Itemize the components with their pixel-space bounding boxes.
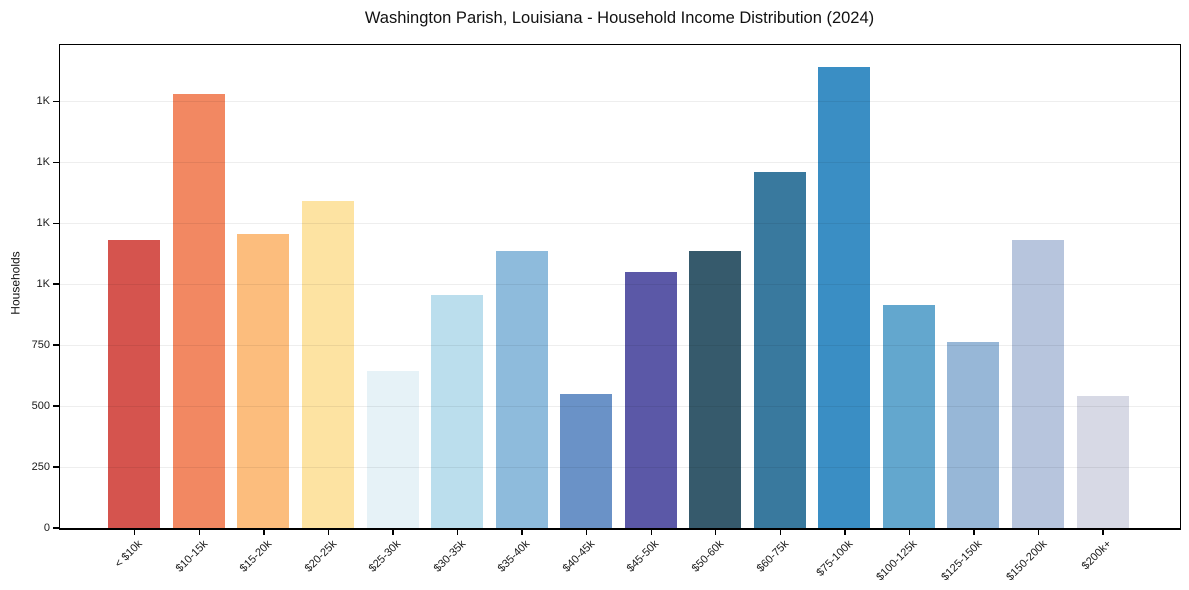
x-tick-label-$60-75k: $60-75k [754,538,791,575]
x-tick-mark-$15-20k [263,530,265,535]
y-tick-mark-1000 [53,283,59,285]
x-tick-mark-< $10k [134,530,136,535]
x-tick-label-$75-100k: $75-100k [814,538,856,579]
y-tick-mark-0 [53,527,59,529]
y-tick-mark-250 [53,466,59,468]
x-tick-label-$15-20k: $15-20k [237,538,275,575]
bar-$60-75k [753,172,806,528]
x-tick-mark-$50-60k [715,530,717,535]
bar-$30-35k [431,295,484,528]
y-tick-mark-750 [53,344,59,346]
plot-area [59,44,1181,530]
bar-$20-25k [301,201,354,528]
x-tick-label-$10-15k: $10-15k [173,538,210,575]
bar-$15-20k [237,234,290,528]
y-tick-mark-1500 [53,161,59,163]
y-tick-label-1000: 1K [36,278,50,291]
chart-title: Washington Parish, Louisiana - Household… [364,9,875,27]
bar-$40-45k [560,394,613,528]
y-tick-mark-1750 [53,100,59,102]
y-tick-label-250: 250 [31,461,50,474]
y-tick-mark-1250 [53,222,59,224]
x-tick-label-$20-25k: $20-25k [302,538,339,575]
x-tick-mark-$45-50k [650,530,652,535]
x-tick-mark-$125-150k [973,530,975,535]
x-tick-label-$45-50k: $45-50k [625,538,662,575]
gridline-500 [60,405,1180,407]
bar-$35-40k [495,251,548,528]
bar-$125-150k [947,342,1000,528]
x-tick-mark-$40-45k [585,530,588,535]
bar-$100-125k [882,304,935,528]
y-tick-label-750: 750 [31,339,50,352]
x-tick-mark-$10-15k [198,530,201,535]
y-tick-label-1750: 1K [36,95,50,108]
bar-$25-30k [366,370,419,528]
x-tick-label-$40-45k: $40-45k [560,538,598,575]
x-tick-label-$35-40k: $35-40k [495,538,533,575]
bar-$150-200k [1012,240,1064,528]
x-tick-mark-$60-75k [779,530,781,535]
x-tick-mark-$200k+ [1102,530,1104,535]
x-tick-label-$25-30k: $25-30k [366,538,404,575]
x-tick-mark-$30-35k [456,530,459,535]
x-tick-mark-$100-125k [908,530,911,535]
x-tick-label-$200k+: $200k+ [1079,538,1114,573]
gridline-750 [60,344,1180,346]
bar-$200k+ [1076,396,1129,528]
x-tick-mark-$20-25k [327,530,330,535]
y-tick-label-0: 0 [43,522,50,534]
y-tick-mark-500 [53,405,59,407]
x-tick-mark-$25-30k [392,530,394,535]
gridline-250 [60,466,1180,468]
y-tick-label-1250: 1K [36,217,50,230]
x-tick-mark-$150-200k [1037,530,1040,535]
bar-$45-50k [624,271,677,528]
x-tick-label-< $10k: < $10k [113,538,146,571]
y-tick-label-1500: 1K [36,156,50,169]
gridline-1000 [60,283,1180,285]
bar-$75-100k [818,67,871,528]
gridline-1750 [60,100,1180,102]
gridline-1500 [60,161,1180,163]
x-tick-mark-$35-40k [521,530,523,535]
y-tick-label-500: 500 [31,400,50,413]
x-tick-label-$125-150k: $125-150k [939,538,985,584]
gridline-1250 [60,222,1180,224]
bar-$10-15k [172,94,225,528]
bar-< $10k [108,240,161,528]
x-tick-mark-$75-100k [844,530,846,535]
x-tick-label-$50-60k: $50-60k [689,538,727,575]
x-tick-label-$150-200k: $150-200k [1003,538,1049,584]
x-tick-label-$100-125k: $100-125k [874,538,920,584]
x-tick-label-$30-35k: $30-35k [431,538,469,575]
bar-$50-60k [689,251,742,528]
